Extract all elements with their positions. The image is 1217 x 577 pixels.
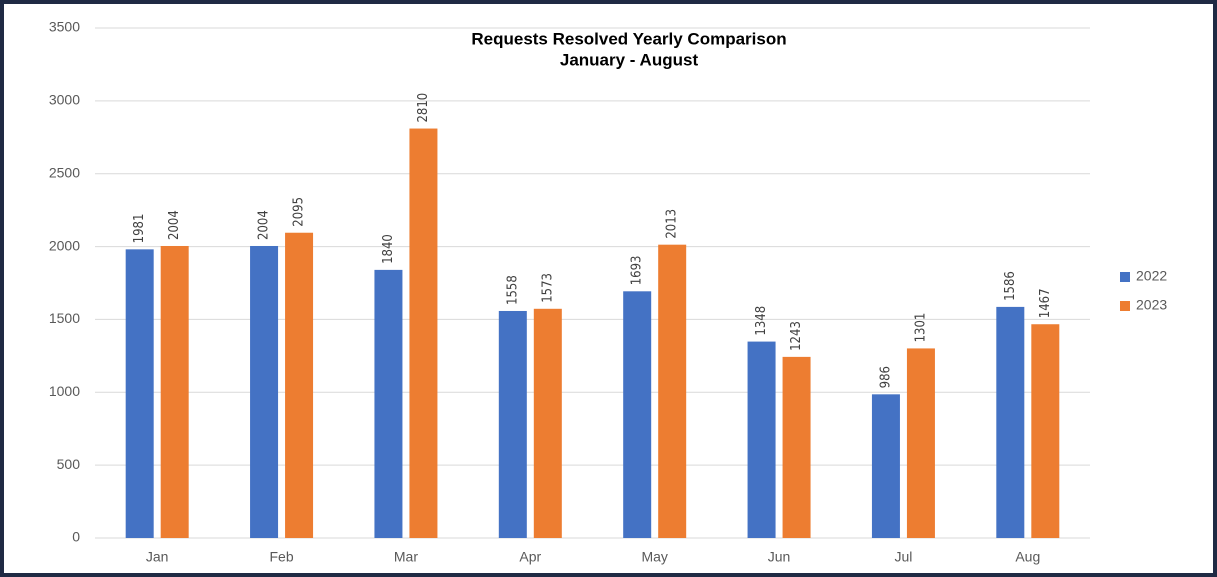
- data-label: 2013: [665, 209, 680, 239]
- y-tick-label: 3000: [49, 92, 80, 108]
- data-label: 1693: [630, 256, 645, 286]
- x-tick-label: May: [641, 549, 667, 565]
- bar: [250, 245, 279, 538]
- bar: [533, 308, 562, 538]
- chart-title: Requests Resolved Yearly Comparison: [471, 29, 786, 48]
- data-label: 1840: [381, 234, 396, 264]
- data-label: 1586: [1003, 271, 1018, 301]
- bar: [782, 356, 811, 538]
- data-label: 2004: [167, 210, 182, 240]
- data-label: 1348: [754, 306, 769, 336]
- legend-label: 2023: [1136, 297, 1167, 313]
- data-label: 2004: [257, 210, 272, 240]
- bar: [623, 291, 652, 538]
- x-tick-label: Aug: [1015, 549, 1040, 565]
- data-label: 1981: [132, 214, 147, 244]
- y-tick-label: 3500: [49, 19, 80, 35]
- legend-swatch: [1120, 301, 1130, 311]
- data-label: 1301: [913, 313, 928, 343]
- x-tick-label: Feb: [270, 549, 294, 565]
- data-label: 2095: [292, 197, 307, 227]
- data-label: 1573: [540, 273, 555, 303]
- data-label: 986: [878, 366, 893, 388]
- data-label: 1243: [789, 321, 804, 351]
- y-tick-label: 1000: [49, 383, 80, 399]
- data-label: 1558: [505, 275, 520, 305]
- data-label: 2810: [416, 93, 431, 123]
- bar: [906, 348, 935, 538]
- bar: [409, 128, 438, 539]
- bar: [996, 306, 1025, 538]
- bar: [125, 249, 154, 538]
- x-tick-label: Mar: [394, 549, 418, 565]
- bar: [871, 394, 900, 538]
- x-tick-label: Jan: [146, 549, 169, 565]
- y-tick-label: 2000: [49, 237, 80, 253]
- data-label: 1467: [1038, 288, 1053, 318]
- chart-subtitle: January - August: [560, 50, 699, 69]
- bar: [285, 232, 314, 538]
- x-tick-label: Apr: [519, 549, 541, 565]
- x-tick-label: Jul: [894, 549, 912, 565]
- y-tick-label: 500: [57, 456, 81, 472]
- x-tick-label: Jun: [768, 549, 791, 565]
- bar: [160, 245, 189, 538]
- legend-swatch: [1120, 272, 1130, 282]
- bar: [1031, 324, 1060, 538]
- bar: [658, 244, 687, 539]
- y-tick-label: 2500: [49, 164, 80, 180]
- bar: [747, 341, 776, 538]
- y-tick-label: 0: [72, 529, 80, 545]
- legend-label: 2022: [1136, 268, 1167, 284]
- bar: [498, 310, 527, 538]
- bar: [374, 269, 403, 538]
- y-tick-label: 1500: [49, 310, 80, 326]
